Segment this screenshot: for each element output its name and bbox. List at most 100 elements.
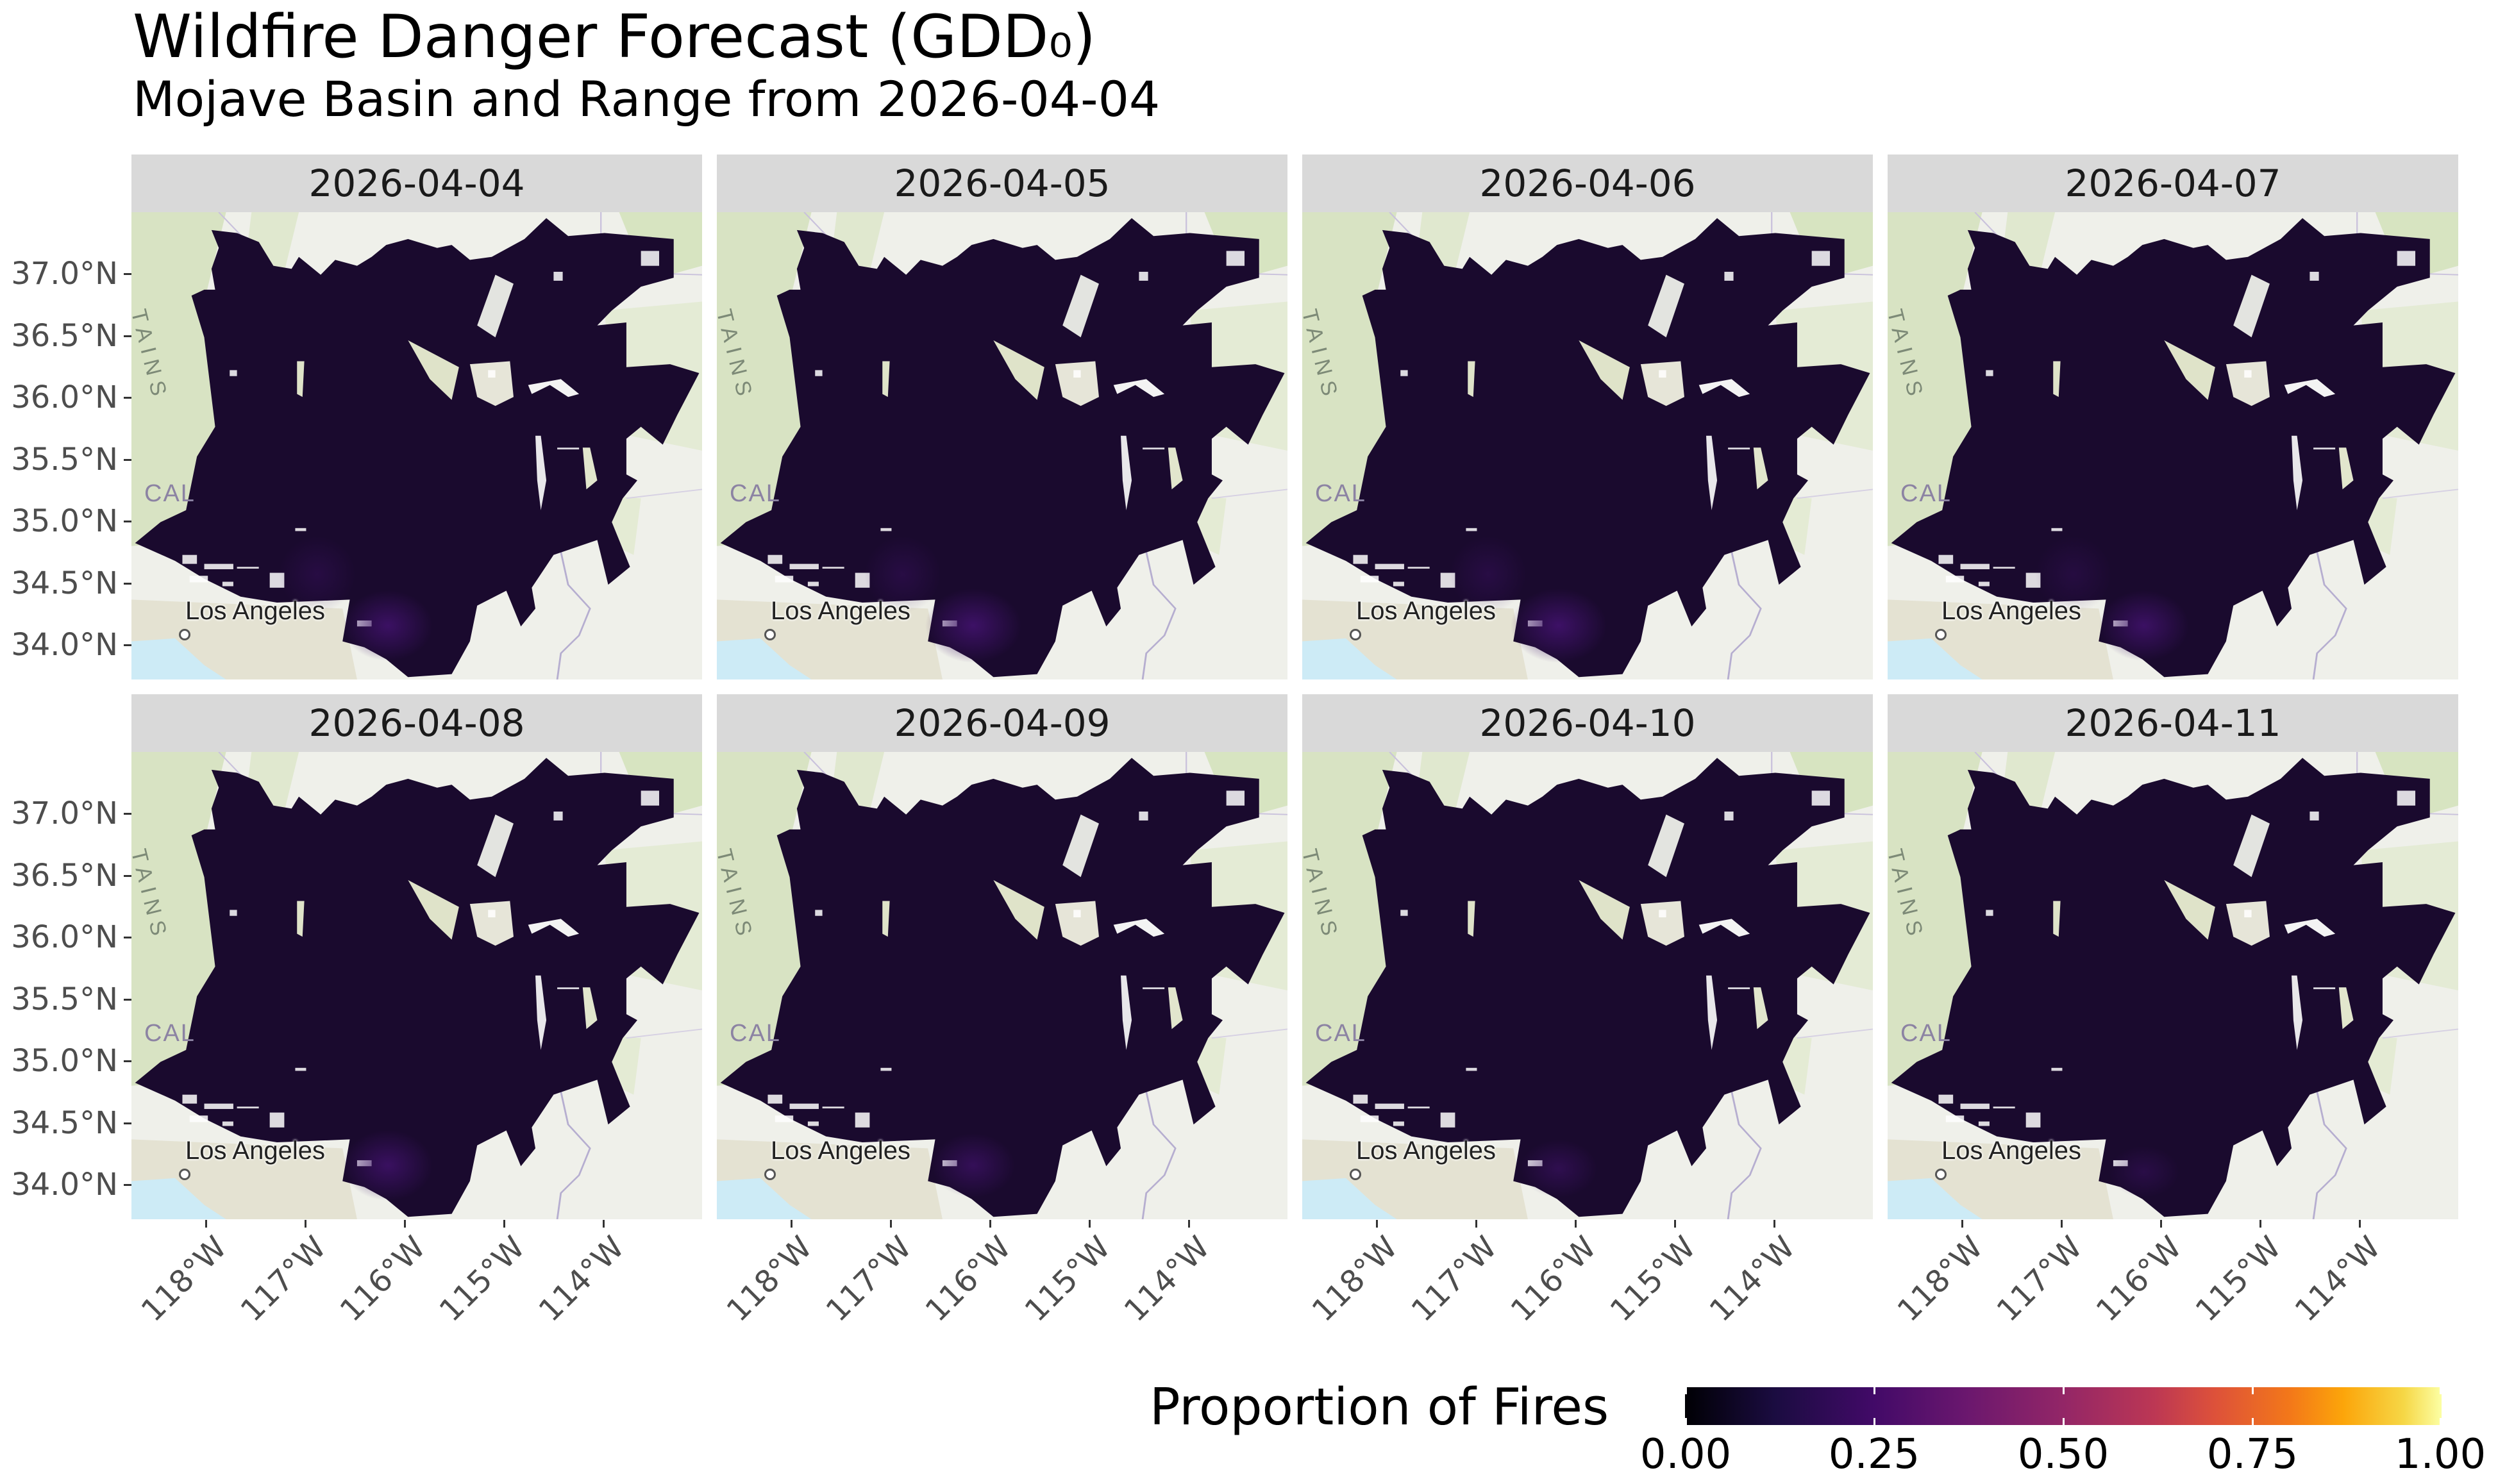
y-tick-label: 34.5°N <box>11 565 118 601</box>
facet-panel: 2026-04-07 TAINS CAL Los Angeles <box>1888 154 2458 679</box>
forecast-raster <box>1888 212 2458 679</box>
y-tick-label: 37.0°N <box>11 796 118 831</box>
basemap-city-label: Los Angeles <box>1356 1137 1496 1165</box>
y-tick-mark <box>124 937 131 938</box>
basemap-state-label: CAL <box>1900 1020 1952 1047</box>
colorbar-tick <box>2063 1418 2065 1425</box>
y-tick-label: 36.0°N <box>11 919 118 955</box>
colorbar-tick <box>2440 1387 2442 1394</box>
facet-panel: 2026-04-11 TAINS CAL Los Angeles <box>1888 694 2458 1220</box>
basemap-city-label: Los Angeles <box>185 1137 325 1165</box>
chart-subtitle: Mojave Basin and Range from 2026-04-04 <box>133 71 1161 128</box>
city-marker-icon <box>764 629 776 640</box>
facet-strip-label: 2026-04-10 <box>1302 694 1873 752</box>
map-panel: TAINS CAL Los Angeles <box>1302 212 1873 679</box>
x-tick-label: 118°W <box>719 1229 819 1329</box>
colorbar-tick <box>2440 1418 2442 1425</box>
x-tick-label: 117°W <box>233 1229 333 1329</box>
y-tick-mark <box>124 397 131 399</box>
x-tick-mark <box>2359 1220 2361 1228</box>
y-tick-mark <box>124 1060 131 1062</box>
chart-title: Wildfire Danger Forecast (GDD₀) <box>133 2 1096 71</box>
x-tick-mark <box>989 1220 991 1228</box>
y-tick-mark <box>124 1184 131 1186</box>
facet-strip-label: 2026-04-06 <box>1302 154 1873 212</box>
forecast-raster <box>131 212 702 679</box>
x-tick-label: 118°W <box>1890 1229 1990 1329</box>
facet-panel: 2026-04-08 TAINS CAL Los Angeles <box>131 694 702 1220</box>
colorbar-tick <box>1685 1418 1687 1425</box>
facet-strip-label: 2026-04-04 <box>131 154 702 212</box>
facet-panel: 2026-04-10 TAINS CAL Los Angeles <box>1302 694 1873 1220</box>
colorbar-tick <box>1685 1387 1687 1394</box>
x-tick-label: 117°W <box>1990 1229 2090 1329</box>
facet-panel: 2026-04-09 TAINS CAL Los Angeles <box>717 694 1287 1220</box>
y-tick-mark <box>124 813 131 815</box>
x-tick-label: 117°W <box>819 1229 919 1329</box>
basemap-state-label: CAL <box>144 480 196 507</box>
y-tick-label: 34.0°N <box>11 627 118 663</box>
x-tick-mark <box>2259 1220 2261 1228</box>
y-tick-label: 36.5°N <box>11 318 118 354</box>
y-tick-label: 35.5°N <box>11 442 118 478</box>
forecast-raster <box>717 212 1287 679</box>
x-tick-mark <box>2061 1220 2063 1228</box>
y-tick-mark <box>124 999 131 1001</box>
forecast-raster <box>131 752 702 1219</box>
y-tick-label: 35.0°N <box>11 503 118 539</box>
city-marker-icon <box>179 1169 190 1180</box>
x-tick-mark <box>1376 1220 1378 1228</box>
basemap-city-label: Los Angeles <box>771 1137 910 1165</box>
forecast-raster <box>1302 752 1873 1219</box>
x-tick-mark <box>890 1220 892 1228</box>
facet-panel: 2026-04-04 TAINS CAL Los Angeles <box>131 154 702 679</box>
y-tick-label: 35.5°N <box>11 981 118 1017</box>
colorbar-label: 0.50 <box>2017 1431 2109 1478</box>
colorbar-tick <box>2252 1418 2254 1425</box>
x-tick-label: 114°W <box>1117 1229 1217 1329</box>
x-tick-mark <box>2160 1220 2162 1228</box>
y-tick-mark <box>124 335 131 337</box>
colorbar-tick <box>2063 1387 2065 1394</box>
x-tick-label: 114°W <box>532 1229 632 1329</box>
x-tick-mark <box>503 1220 505 1228</box>
city-marker-icon <box>764 1169 776 1180</box>
colorbar-tick <box>1874 1418 1875 1425</box>
map-panel: TAINS CAL Los Angeles <box>131 212 702 679</box>
forecast-raster <box>1302 212 1873 679</box>
basemap-state-label: CAL <box>730 480 781 507</box>
map-panel: TAINS CAL Los Angeles <box>1888 212 2458 679</box>
x-tick-mark <box>305 1220 306 1228</box>
x-tick-mark <box>1961 1220 1963 1228</box>
x-tick-mark <box>1089 1220 1091 1228</box>
y-tick-mark <box>124 1122 131 1124</box>
city-marker-icon <box>1350 629 1361 640</box>
x-tick-mark <box>404 1220 406 1228</box>
x-tick-label: 116°W <box>1504 1229 1604 1329</box>
city-marker-icon <box>179 629 190 640</box>
y-tick-mark <box>124 273 131 275</box>
x-tick-label: 115°W <box>432 1229 532 1329</box>
facet-strip-label: 2026-04-11 <box>1888 694 2458 752</box>
x-tick-label: 116°W <box>918 1229 1018 1329</box>
y-tick-label: 36.0°N <box>11 379 118 415</box>
x-tick-mark <box>603 1220 605 1228</box>
x-tick-label: 116°W <box>333 1229 433 1329</box>
facet-panel: 2026-04-06 TAINS CAL Los Angeles <box>1302 154 1873 679</box>
y-tick-mark <box>124 875 131 877</box>
x-tick-mark <box>1475 1220 1477 1228</box>
y-tick-label: 34.5°N <box>11 1105 118 1141</box>
basemap-state-label: CAL <box>144 1020 196 1047</box>
colorbar-label: 0.75 <box>2206 1431 2299 1478</box>
y-tick-mark <box>124 521 131 522</box>
y-tick-label: 35.0°N <box>11 1043 118 1079</box>
basemap-city-label: Los Angeles <box>1941 1137 2081 1165</box>
city-marker-icon <box>1350 1169 1361 1180</box>
x-tick-label: 114°W <box>2288 1229 2388 1329</box>
y-tick-mark <box>124 459 131 461</box>
x-tick-label: 117°W <box>1404 1229 1504 1329</box>
city-marker-icon <box>1935 629 1947 640</box>
basemap-city-label: Los Angeles <box>1941 597 2081 625</box>
city-marker-icon <box>1935 1169 1947 1180</box>
basemap-city-label: Los Angeles <box>771 597 910 625</box>
